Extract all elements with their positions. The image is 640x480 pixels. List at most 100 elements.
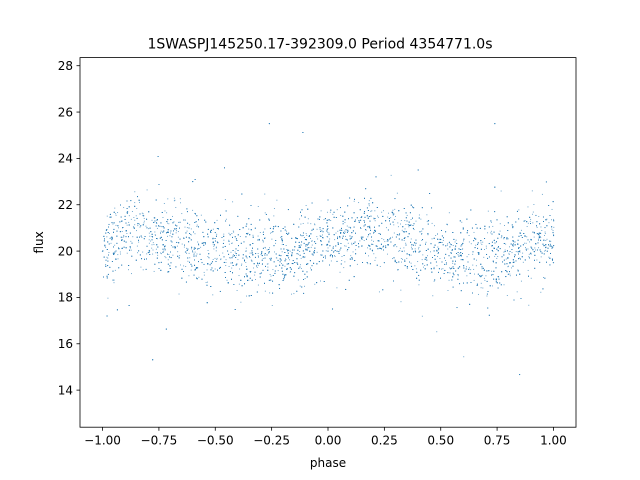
data-point [506, 270, 507, 272]
data-point [167, 198, 169, 200]
data-point [189, 237, 191, 239]
data-point [276, 199, 278, 201]
data-point [405, 212, 407, 214]
data-point [160, 222, 162, 224]
data-point [544, 235, 545, 236]
data-point [184, 226, 186, 228]
data-point [196, 278, 198, 280]
data-point [332, 256, 333, 258]
data-point [428, 220, 430, 222]
data-point [264, 254, 266, 256]
data-point [521, 256, 523, 258]
data-point [435, 235, 437, 237]
data-point [225, 218, 227, 220]
data-point [300, 223, 302, 225]
data-point [305, 244, 307, 245]
data-point [538, 235, 540, 237]
data-point [329, 255, 331, 257]
data-point [283, 248, 285, 250]
scatter-points [101, 123, 555, 376]
data-point [488, 226, 490, 228]
data-point [518, 247, 519, 249]
data-point [138, 241, 140, 243]
data-point [220, 259, 222, 261]
data-point [293, 249, 295, 251]
data-point [286, 255, 288, 257]
data-point [305, 205, 307, 206]
data-point [454, 256, 456, 258]
data-point [543, 277, 544, 278]
data-point [108, 243, 110, 245]
data-point [338, 251, 340, 253]
data-point [421, 239, 423, 241]
data-point [156, 252, 158, 254]
data-point [167, 229, 169, 231]
data-point [436, 250, 438, 252]
data-point [188, 241, 190, 243]
data-point [458, 255, 460, 257]
data-point [270, 279, 272, 281]
data-point [136, 230, 137, 232]
data-point [472, 292, 473, 294]
data-point [286, 232, 288, 234]
data-point [353, 226, 355, 228]
data-point [485, 245, 487, 247]
data-point [311, 241, 313, 242]
data-point [172, 215, 173, 217]
data-point [436, 331, 438, 333]
data-point [293, 293, 295, 295]
data-point [269, 292, 271, 294]
data-point [383, 210, 384, 212]
data-point [367, 236, 369, 238]
data-point [544, 233, 546, 235]
data-point [483, 269, 485, 271]
data-point [437, 252, 439, 254]
data-point [196, 226, 198, 228]
data-point [520, 258, 521, 260]
data-point [151, 244, 153, 246]
data-point [449, 267, 451, 269]
data-point [418, 248, 419, 250]
data-point [341, 260, 343, 261]
data-point [393, 213, 395, 215]
data-point [212, 237, 214, 239]
data-point [456, 307, 458, 309]
data-point [142, 251, 144, 253]
data-point [212, 259, 214, 260]
data-point [149, 250, 151, 252]
data-point [156, 238, 158, 239]
data-point [148, 251, 150, 253]
data-point [284, 252, 286, 253]
data-point [385, 220, 387, 222]
data-point [242, 257, 244, 259]
data-point [553, 220, 555, 222]
data-point [507, 222, 509, 224]
data-point [143, 222, 145, 224]
data-point [177, 236, 179, 238]
data-point [283, 276, 285, 278]
data-point [412, 269, 414, 271]
data-point [156, 238, 158, 240]
data-point [355, 245, 357, 246]
data-point [462, 253, 463, 254]
data-point [512, 226, 514, 227]
data-point [332, 251, 334, 253]
data-point [225, 220, 227, 222]
data-point [493, 278, 495, 280]
data-point [155, 199, 157, 201]
data-point [113, 282, 115, 284]
data-point [543, 220, 544, 222]
data-point [126, 200, 128, 202]
data-point [180, 264, 181, 266]
data-point [296, 253, 298, 255]
data-point [550, 252, 551, 254]
data-point [359, 240, 361, 242]
data-point [482, 274, 484, 276]
data-point [401, 239, 403, 241]
data-point [194, 233, 196, 235]
data-point [151, 219, 153, 221]
data-point [371, 236, 373, 238]
data-point [131, 273, 132, 275]
data-point [550, 244, 551, 246]
data-point [128, 265, 130, 266]
